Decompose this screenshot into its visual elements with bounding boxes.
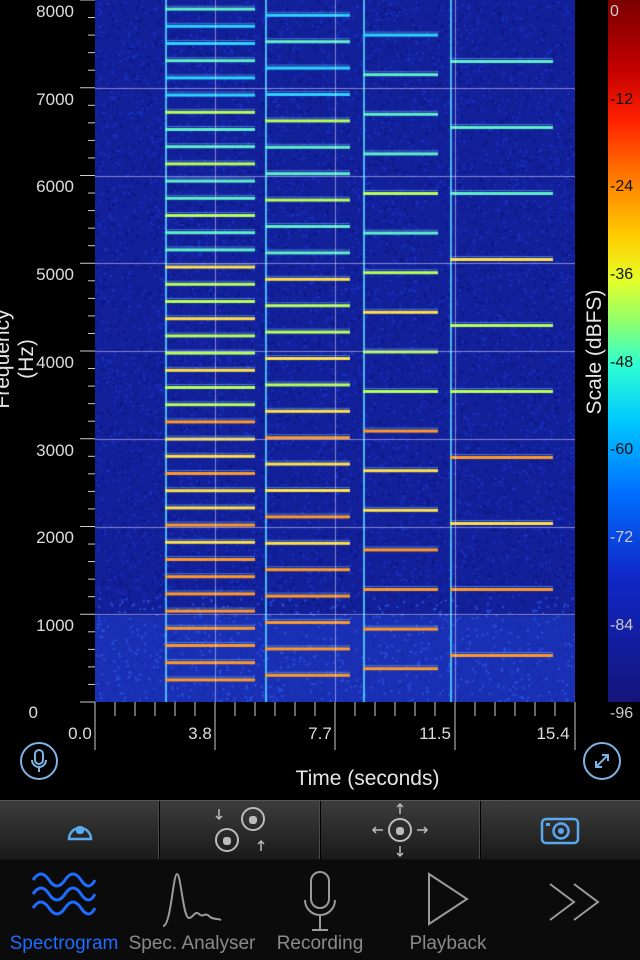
hold-button[interactable] <box>0 801 160 859</box>
color-scale-bar <box>608 0 640 702</box>
tab-more[interactable] <box>512 860 640 960</box>
tab-playback[interactable]: Playback <box>384 860 512 960</box>
tab-label: Recording <box>256 933 384 955</box>
screenshot-button[interactable] <box>481 801 640 859</box>
x-tick-label: 0.0 <box>50 724 110 744</box>
vertical-pan-button[interactable] <box>160 801 320 859</box>
x-tick-label: 3.8 <box>170 724 230 744</box>
vertical-pan-icon <box>205 804 275 856</box>
tab-label: Playback <box>384 933 512 955</box>
tab-recording[interactable]: Recording <box>256 860 384 960</box>
x-tick-label: 7.7 <box>290 724 350 744</box>
tab-label: Spec. Analyser <box>128 933 256 955</box>
tab-bar: Spectrogram Spec. Analyser Recording Pla… <box>0 860 640 960</box>
microphone-icon <box>29 749 49 773</box>
expand-icon <box>592 751 612 771</box>
x-tick-label: 11.5 <box>405 724 465 744</box>
camera-icon <box>540 815 580 845</box>
tool-bar <box>0 800 640 860</box>
microphone-icon <box>300 870 340 934</box>
tab-label: Spectrogram <box>0 933 128 955</box>
scale-title: Scale (dBFS) <box>583 277 607 427</box>
pan-icon <box>368 802 432 858</box>
x-axis-title: Time (seconds) <box>240 767 495 791</box>
tab-spec-analyser[interactable]: Spec. Analyser <box>128 860 256 960</box>
axis-tick-marks <box>0 0 640 760</box>
tab-spectrogram[interactable]: Spectrogram <box>0 860 128 960</box>
waveform-icon <box>31 870 97 924</box>
expand-button[interactable] <box>583 742 621 780</box>
play-icon <box>423 870 473 928</box>
hold-icon <box>63 813 97 847</box>
more-icon <box>546 880 606 924</box>
microphone-button[interactable] <box>20 742 58 780</box>
pan-button[interactable] <box>321 801 481 859</box>
peak-icon <box>159 870 225 928</box>
x-tick-label: 15.4 <box>523 724 583 744</box>
